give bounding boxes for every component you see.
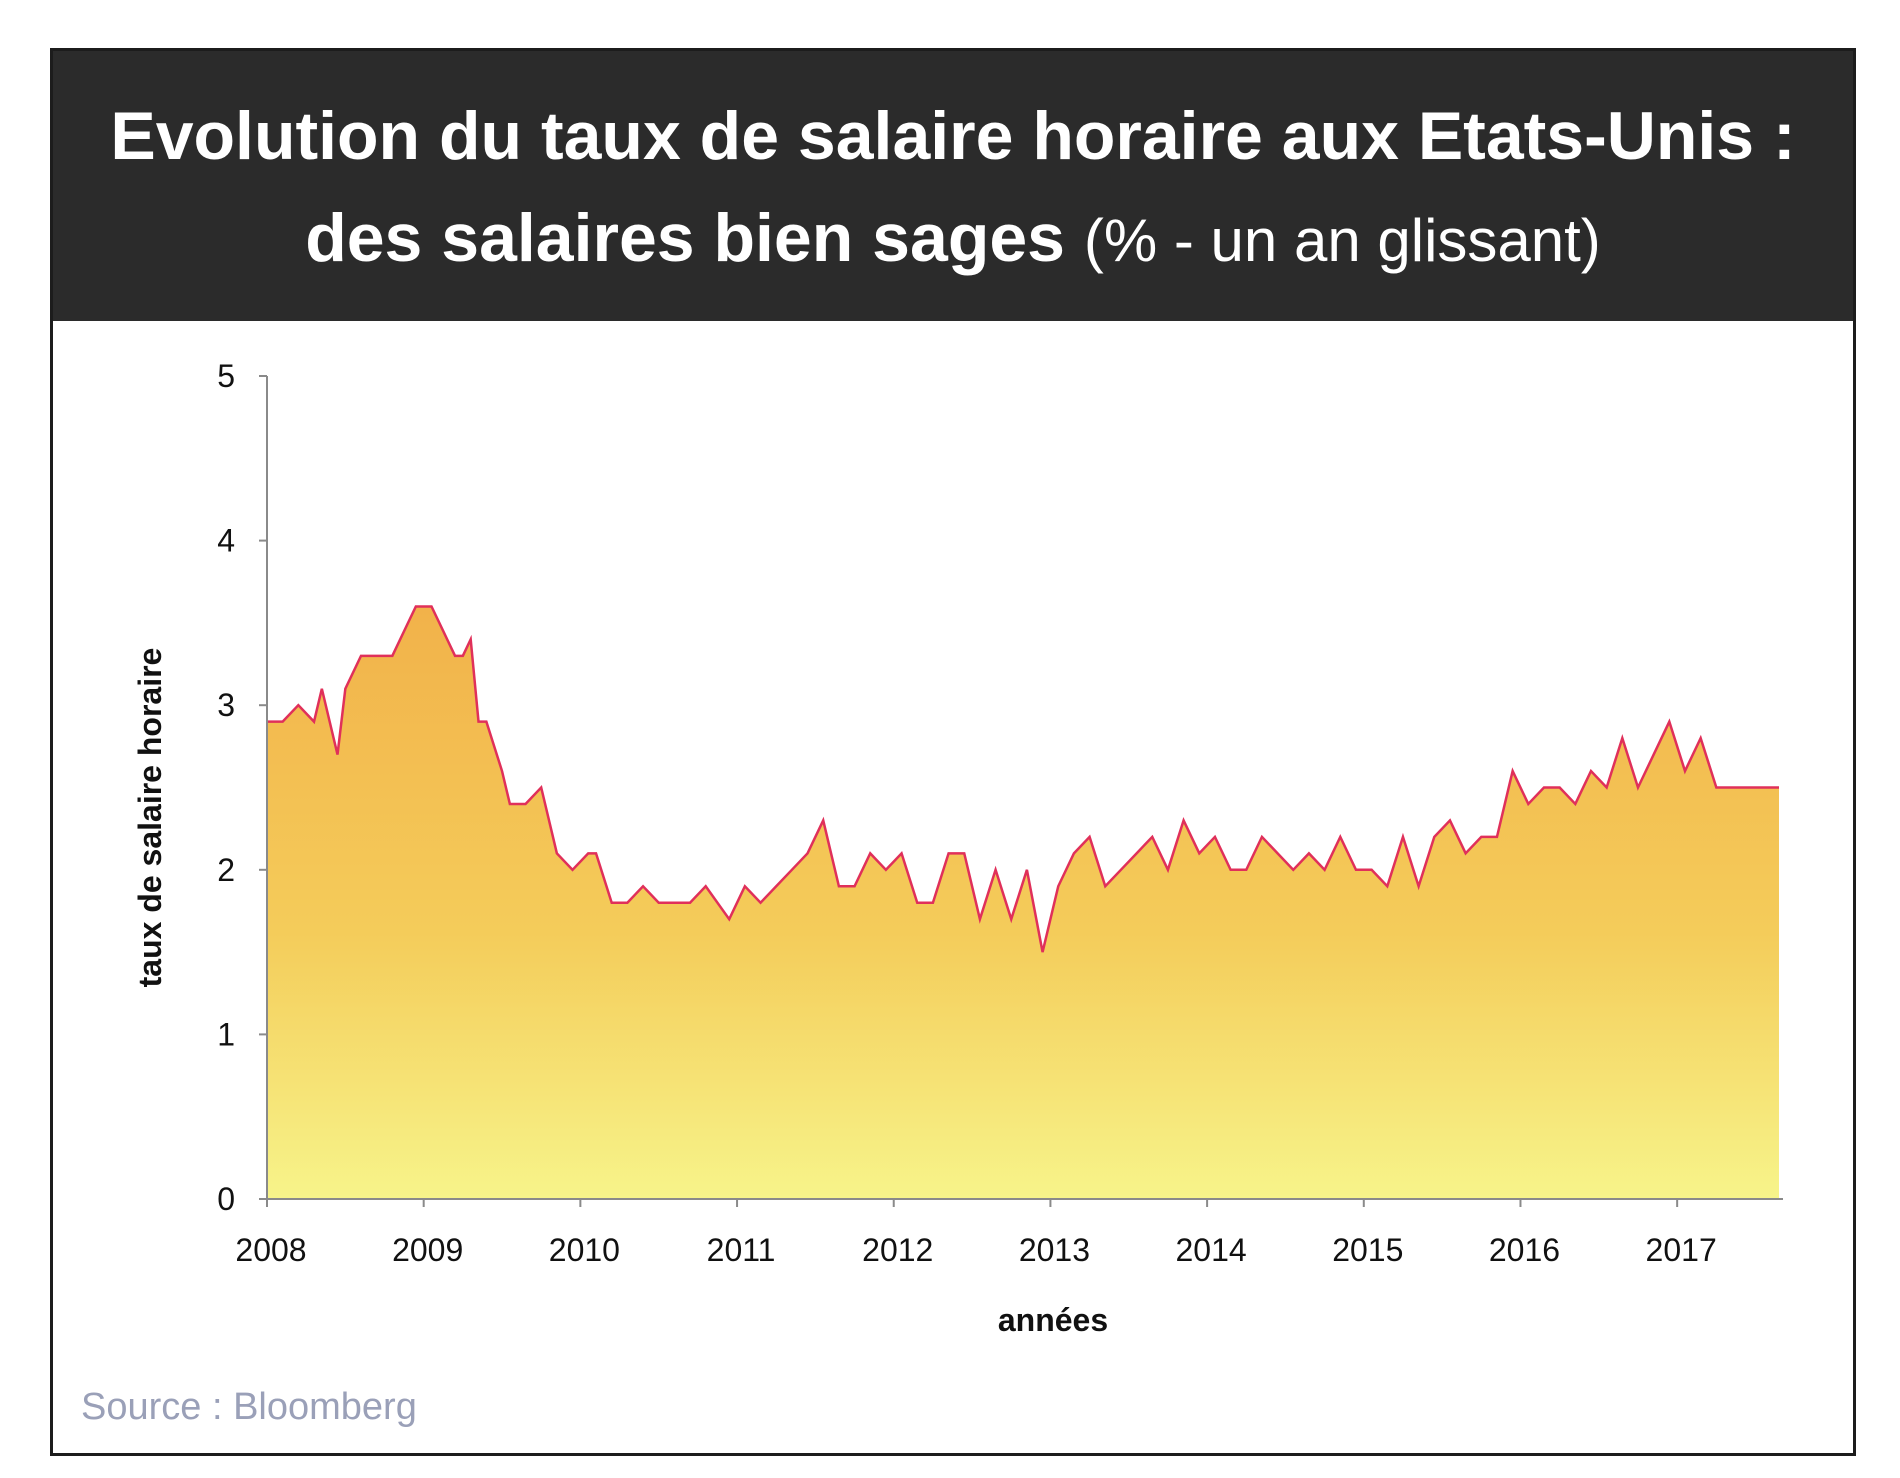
x-tick-label: 2014	[1176, 1232, 1247, 1268]
series-line	[267, 605, 1779, 953]
y-tick-label: 4	[217, 523, 235, 559]
source-note: Source : Bloomberg	[81, 1386, 417, 1428]
chart-title-line2: des salaires bien sages (% - un an gliss…	[53, 199, 1853, 277]
y-axis-title: taux de salaire horaire	[132, 648, 168, 988]
x-tick-label: 2008	[235, 1232, 306, 1268]
x-tick-label: 2010	[549, 1232, 620, 1268]
y-tick-label: 2	[217, 852, 235, 888]
plot-area	[267, 605, 1779, 1199]
y-tick-label: 3	[217, 687, 235, 723]
y-tick-label: 0	[217, 1181, 235, 1217]
x-tick-label: 2011	[707, 1232, 776, 1268]
title-banner: Evolution du taux de salaire horaire aux…	[53, 51, 1853, 321]
chart-subtitle: (% - un an glissant)	[1083, 207, 1601, 274]
chart-frame: Evolution du taux de salaire horaire aux…	[50, 48, 1856, 1456]
area-chart: 0 1 2 3 4 5 2008 2009 2010 2011 2012 2013 2014 2015 20…	[132, 358, 1783, 1338]
chart-title: Evolution du taux de salaire horaire aux…	[110, 98, 1796, 174]
x-tick-label: 2012	[862, 1232, 933, 1268]
y-tick-label: 5	[217, 358, 235, 394]
x-tick-label: 2016	[1489, 1232, 1560, 1268]
x-tick-label: 2015	[1332, 1232, 1403, 1268]
axes: 0 1 2 3 4 5 2008 2009 2010 2011 2012 2013 2014 2015 20…	[217, 358, 1783, 1268]
y-tick-label: 1	[217, 1016, 235, 1052]
chart-title-bold: des salaires bien sages	[305, 200, 1065, 276]
series-area	[267, 606, 1779, 1199]
x-tick-label: 2017	[1646, 1232, 1717, 1268]
x-tick-label: 2009	[392, 1232, 463, 1268]
x-axis-title: années	[998, 1302, 1108, 1338]
x-tick-label: 2013	[1019, 1232, 1090, 1268]
